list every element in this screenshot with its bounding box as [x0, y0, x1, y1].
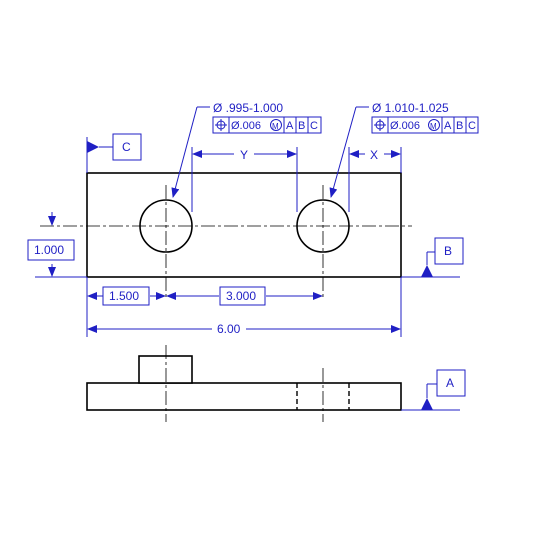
hole-height-dimension: 1.000: [27, 212, 87, 278]
right-fcf-datum-b: B: [456, 120, 463, 132]
overall-length-dimension: 6.00: [87, 277, 402, 337]
left-fcf-datum-a: A: [286, 120, 294, 132]
right-hole-size: Ø 1.010-1.025: [372, 101, 449, 115]
position-icon: [374, 119, 386, 131]
top-view: [40, 172, 412, 300]
hole-position-dimensions: 1.500 3.000: [86, 277, 323, 337]
left-leader-diag: [171, 106, 198, 198]
datum-b: B: [401, 237, 464, 278]
y-dimension-label: Y: [240, 148, 248, 162]
datum-a: A: [401, 369, 466, 411]
mmc-modifier-icon: [428, 119, 440, 131]
boss-outline: [138, 355, 193, 384]
hole-height-value: 1.000: [34, 243, 64, 257]
left-fcf-datum-c: C: [310, 120, 318, 132]
right-fcf-datum-c: C: [468, 120, 476, 132]
left-hole-callout: Ø .995-1.000 Ø.006 M A B C: [171, 101, 322, 198]
left-feature-control-frame: Ø.006 M A B C: [212, 116, 322, 134]
datum-b-label: B: [444, 244, 452, 258]
right-hole-callout: Ø 1.010-1.025 Ø.006 M A B C: [329, 101, 479, 198]
left-fcf-tolerance: Ø.006: [231, 120, 261, 132]
left-hole-size: Ø .995-1.000: [213, 101, 283, 115]
right-fcf-tolerance: Ø.006: [390, 120, 420, 132]
datum-c: C: [86, 133, 142, 173]
mmc-modifier-icon: [270, 119, 282, 131]
y-dimension: Y: [191, 147, 298, 212]
part-outline-front: [86, 382, 402, 411]
left-hole-offset-value: 1.500: [109, 289, 139, 303]
right-fcf-datum-a: A: [444, 120, 452, 132]
hole-spacing-value: 3.000: [226, 289, 256, 303]
x-dimension: X: [348, 147, 402, 212]
right-leader-diag: [329, 106, 357, 198]
right-feature-control-frame: Ø.006 M A B C: [371, 116, 479, 134]
right-fcf-modifier: M: [430, 122, 437, 131]
datum-a-label: A: [446, 376, 454, 390]
position-icon: [215, 119, 227, 131]
part-outline-top: [86, 172, 402, 278]
left-fcf-datum-b: B: [298, 120, 305, 132]
datum-c-label: C: [122, 140, 131, 154]
left-fcf-modifier: M: [272, 122, 279, 131]
front-view: [86, 345, 402, 422]
x-dimension-label: X: [370, 148, 378, 162]
overall-length-value: 6.00: [217, 322, 241, 336]
